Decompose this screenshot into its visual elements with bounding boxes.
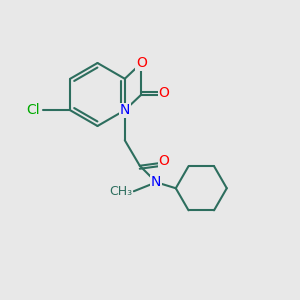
Text: N: N <box>120 103 130 117</box>
Text: N: N <box>151 175 161 189</box>
Text: O: O <box>158 86 169 100</box>
Text: O: O <box>158 154 169 168</box>
Text: O: O <box>136 56 147 70</box>
Text: CH₃: CH₃ <box>109 185 132 198</box>
Text: Cl: Cl <box>27 103 40 117</box>
